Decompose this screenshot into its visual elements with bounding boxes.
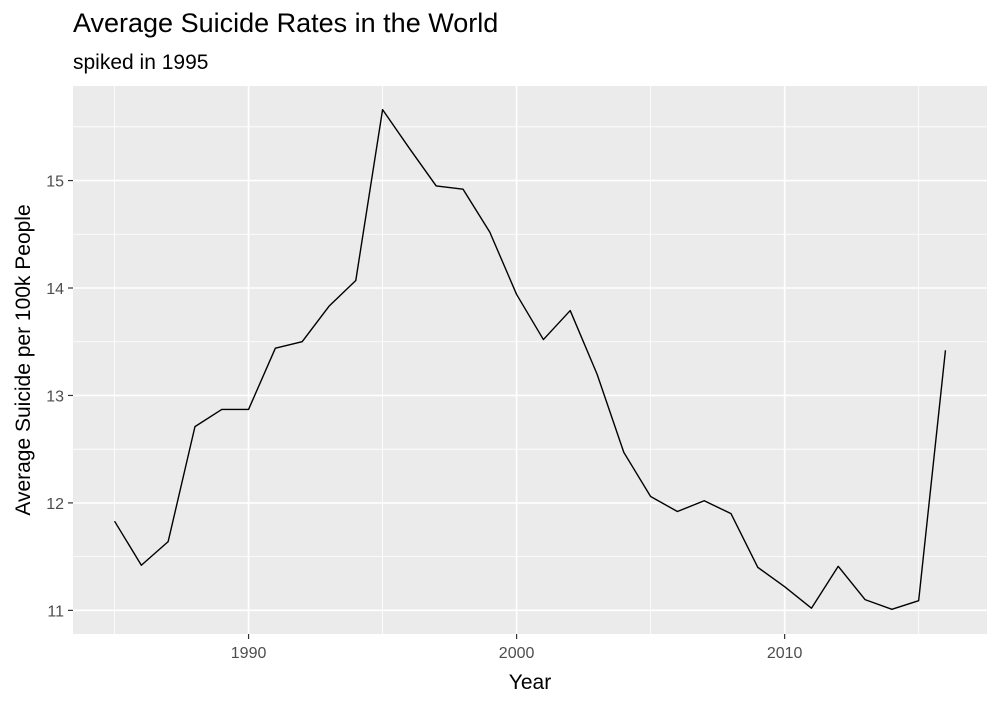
y-axis-title: Average Suicide per 100k People xyxy=(12,204,35,515)
y-axis: 11 12 13 14 15 xyxy=(46,174,73,620)
y-tick-label: 12 xyxy=(46,496,64,513)
x-tick-label: 2010 xyxy=(767,645,803,662)
chart-subtitle: spiked in 1995 xyxy=(73,51,209,74)
y-tick-label: 14 xyxy=(46,281,64,298)
plot-panel xyxy=(73,86,987,634)
x-tick-label: 1990 xyxy=(231,645,267,662)
series-line xyxy=(113,108,947,610)
x-axis-title: Year xyxy=(509,671,551,694)
y-tick-label: 11 xyxy=(47,603,64,620)
major-gridlines xyxy=(73,86,987,634)
x-axis: 1990 2000 2010 xyxy=(231,634,803,662)
minor-gridlines xyxy=(73,86,987,634)
x-tick-label: 2000 xyxy=(499,645,535,662)
y-tick-label: 13 xyxy=(46,388,64,405)
y-tick-label: 15 xyxy=(46,174,64,191)
chart-title: Average Suicide Rates in the World xyxy=(73,8,499,38)
